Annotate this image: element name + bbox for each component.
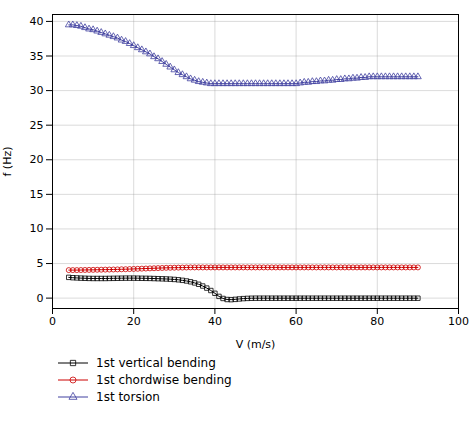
svg-text:30: 30 <box>30 84 44 97</box>
svg-text:10: 10 <box>30 222 44 235</box>
svg-text:100: 100 <box>448 315 469 328</box>
svg-text:25: 25 <box>30 119 44 132</box>
svg-text:40: 40 <box>30 15 44 28</box>
html-text:1st vertical bending: 1st vertical bending <box>96 355 216 370</box>
html-text:1st torsion: 1st torsion <box>96 389 160 404</box>
html-text:1st chordwise bending: 1st chordwise bending <box>96 372 232 387</box>
svg-text:f (Hz): f (Hz) <box>1 147 14 177</box>
svg-text:80: 80 <box>370 315 384 328</box>
svg-text:5: 5 <box>37 257 44 270</box>
svg-text:35: 35 <box>30 50 44 63</box>
svg-text:0: 0 <box>37 292 44 305</box>
svg-text:60: 60 <box>289 315 303 328</box>
svg-text:V (m/s): V (m/s) <box>236 338 276 351</box>
svg-text:20: 20 <box>30 153 44 166</box>
svg-text:15: 15 <box>30 188 44 201</box>
svg-text:20: 20 <box>127 315 141 328</box>
svg-text:40: 40 <box>208 315 222 328</box>
svg-text:0: 0 <box>49 315 56 328</box>
